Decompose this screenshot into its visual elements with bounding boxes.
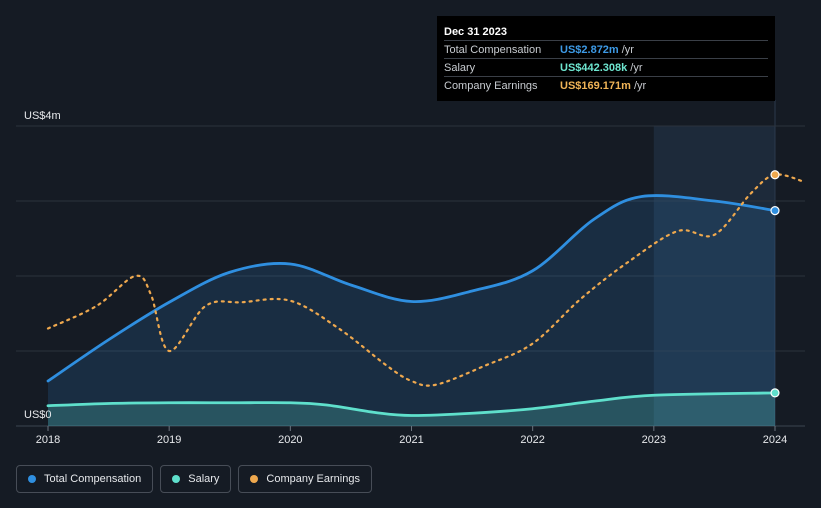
series-lines (46, 173, 807, 417)
tooltip-unit: /yr (633, 79, 647, 92)
x-tick-label: 2020 (278, 434, 302, 446)
tooltip-row-salary: Salary US$442.308k /yr (444, 58, 768, 76)
legend-label: Salary (188, 473, 220, 485)
legend-item-total-compensation[interactable]: Total Compensation (16, 465, 154, 493)
legend-item-salary[interactable]: Salary (160, 465, 232, 493)
series-line-salary (46, 391, 777, 417)
tooltip-value: US$169.171m (560, 79, 631, 92)
series-area-total-compensation (48, 195, 775, 426)
legend-item-company-earnings[interactable]: Company Earnings (238, 465, 372, 493)
x-tick-label: 2018 (36, 434, 60, 446)
gridlines (16, 100, 805, 427)
tooltip-unit: /yr (621, 43, 634, 56)
y-axis-min-label: US$0 (24, 409, 52, 421)
tooltip-row-company-earnings: Company Earnings US$169.171m /yr (444, 76, 768, 94)
tooltip-row-total-compensation: Total Compensation US$2.872m /yr (444, 40, 768, 58)
legend-label: Total Compensation (44, 473, 142, 485)
legend-dot-icon (250, 475, 259, 483)
legend-label: Company Earnings (266, 473, 360, 485)
series-line-total-compensation (46, 194, 777, 383)
tooltip-value: US$442.308k (560, 61, 628, 74)
x-tick-label: 2019 (157, 434, 181, 446)
tooltip-label: Salary (444, 61, 476, 74)
tooltip: Dec 31 2023 Total Compensation US$2.872m… (437, 16, 775, 101)
series-line-company-earnings (46, 173, 807, 387)
x-tick-label: 2021 (399, 434, 423, 446)
series-area-salary (48, 392, 775, 426)
legend-dot-icon (172, 475, 181, 483)
tooltip-label: Company Earnings (444, 79, 538, 92)
tooltip-unit: /yr (630, 61, 643, 74)
legend-dot-icon (28, 475, 36, 483)
x-tick-label: 2024 (763, 434, 787, 446)
end-marker-total-compensation (770, 206, 780, 216)
legend: Total Compensation Salary Company Earnin… (16, 465, 379, 493)
x-tick-label: 2022 (520, 434, 544, 446)
tooltip-label: Total Compensation (444, 43, 542, 56)
x-axis-ticks: 2018 2019 2020 2021 2022 2023 2024 (36, 426, 787, 446)
x-tick-label: 2023 (642, 434, 666, 446)
y-axis-max-label: US$4m (24, 110, 61, 122)
end-markers (770, 170, 780, 398)
end-marker-company-earnings (770, 170, 780, 180)
tooltip-value: US$2.872m (560, 43, 619, 56)
end-marker-salary (770, 388, 780, 398)
series-areas (48, 195, 775, 426)
tooltip-date: Dec 31 2023 (444, 26, 507, 38)
